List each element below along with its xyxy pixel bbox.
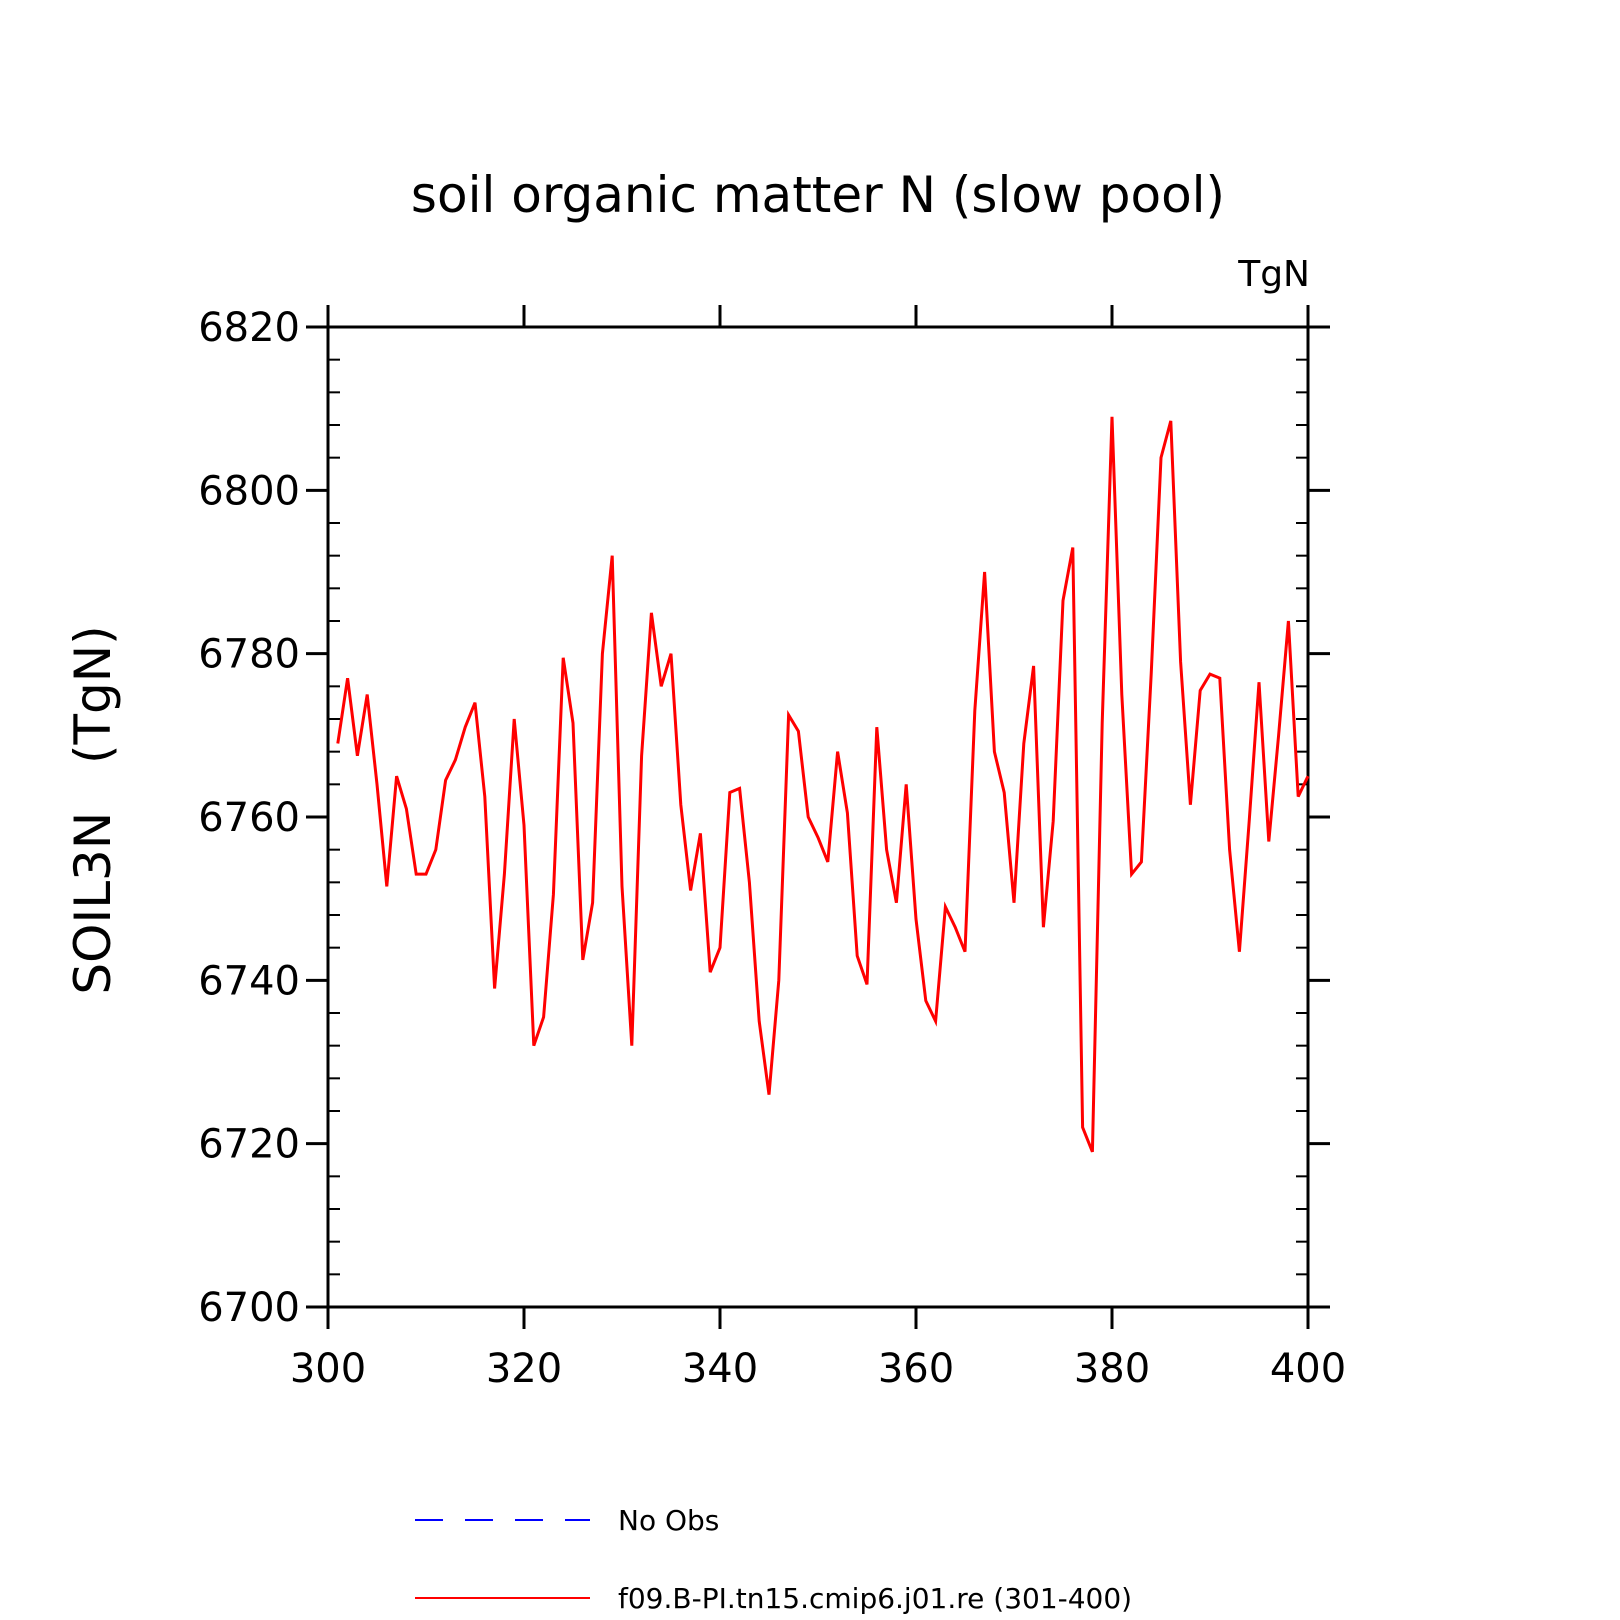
- plot-area: 300 320 340 360 380 400 6700 6720 6740 6760 6780 68…: [198, 305, 1346, 1392]
- x-tick-label: 380: [1074, 1346, 1150, 1392]
- y-tick-label: 6700: [198, 1285, 300, 1331]
- series-line: [336, 416, 1310, 1153]
- y-tick-label: 6800: [198, 468, 300, 514]
- y-tick-label: 6820: [198, 305, 300, 351]
- units-label: TgN: [1237, 254, 1310, 295]
- x-tick-label: 340: [682, 1346, 758, 1392]
- legend-label: No Obs: [618, 1504, 719, 1537]
- y-tick-label: 6720: [198, 1122, 300, 1168]
- y-axis-label: SOIL3N (TgN): [64, 625, 122, 994]
- y-tick-label: 6780: [198, 632, 300, 678]
- y-tick-label: 6760: [198, 795, 300, 841]
- legend: No Obs f09.B-PI.tn15.cmip6.j01.re (301-40…: [415, 1504, 1132, 1615]
- x-tick-label: 360: [878, 1346, 954, 1392]
- x-tick-label: 400: [1270, 1346, 1346, 1392]
- x-tick-label: 320: [486, 1346, 562, 1392]
- legend-label: f09.B-PI.tn15.cmip6.j01.re (301-400): [618, 1582, 1132, 1615]
- y-tick-label: 6740: [198, 958, 300, 1004]
- x-tick-label: 300: [290, 1346, 366, 1392]
- chart-title: soil organic matter N (slow pool): [411, 166, 1225, 224]
